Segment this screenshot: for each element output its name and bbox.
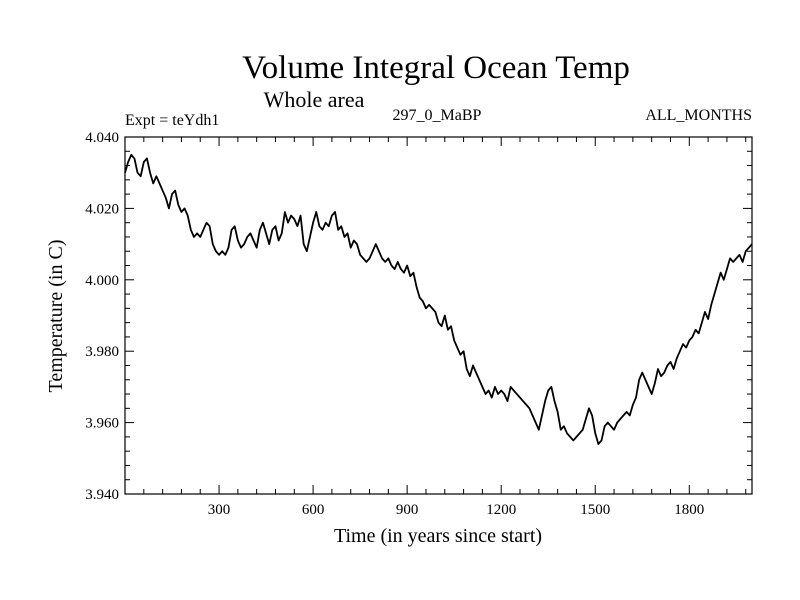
- x-tick-label: 1500: [580, 502, 610, 518]
- temperature-series-line: [124, 153, 753, 445]
- y-tick-label: 3.960: [85, 416, 119, 432]
- x-tick-label: 600: [302, 502, 325, 518]
- y-tick-label: 4.020: [85, 201, 119, 217]
- x-tick-labels: 300 600 900 1200 1500 1800: [208, 502, 704, 518]
- chart-title: Volume Integral Ocean Temp: [242, 50, 630, 86]
- y-tick-labels: 3.940 3.960 3.980 4.000 4.020 4.040: [85, 130, 119, 503]
- y-tick-label: 3.940: [85, 487, 119, 503]
- y-tick-label: 3.980: [85, 344, 119, 360]
- chart-subtitle: Whole area: [264, 87, 365, 112]
- axis-ticks: [125, 137, 752, 494]
- y-tick-label: 4.000: [85, 273, 119, 289]
- period-label: 297_0_MaBP: [393, 107, 482, 124]
- x-axis-label: Time (in years since start): [334, 525, 542, 547]
- months-label: ALL_MONTHS: [645, 107, 752, 124]
- x-tick-label: 300: [208, 502, 231, 518]
- x-tick-label: 1800: [674, 502, 704, 518]
- plot-frame: [124, 136, 753, 495]
- y-axis-label: Temperature (in C): [45, 240, 67, 393]
- y-tick-label: 4.040: [85, 130, 119, 146]
- x-tick-label: 900: [396, 502, 419, 518]
- x-tick-label: 1200: [486, 502, 516, 518]
- experiment-label: Expt = teYdh1: [125, 112, 219, 129]
